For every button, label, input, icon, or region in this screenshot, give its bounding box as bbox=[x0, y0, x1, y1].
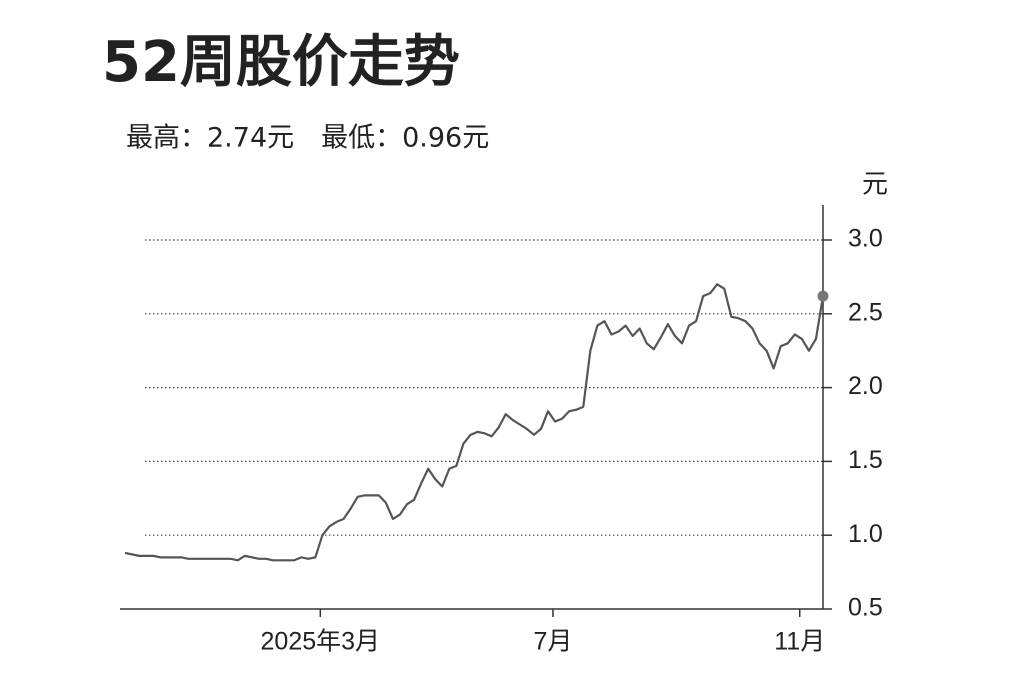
y-tick-label: 0.5 bbox=[848, 594, 883, 622]
price-line bbox=[124, 283, 825, 562]
y-unit: 元 bbox=[862, 170, 888, 200]
chart-title: 52周股价走势 bbox=[102, 30, 460, 95]
chart-subtitle: 最高：2.74元 最低：0.96元 bbox=[126, 123, 489, 154]
x-tick-label: 2025年3月 bbox=[261, 628, 381, 656]
x-tick-label: 11月 bbox=[774, 628, 825, 656]
y-tick-label: 2.5 bbox=[848, 298, 883, 326]
y-tick-label: 3.0 bbox=[848, 225, 883, 253]
y-tick-label: 2.0 bbox=[848, 372, 883, 400]
y-tick-label: 1.0 bbox=[848, 520, 883, 548]
y-tick-label: 1.5 bbox=[848, 446, 883, 474]
x-tick-label: 7月 bbox=[534, 628, 573, 656]
end-marker bbox=[817, 290, 829, 302]
